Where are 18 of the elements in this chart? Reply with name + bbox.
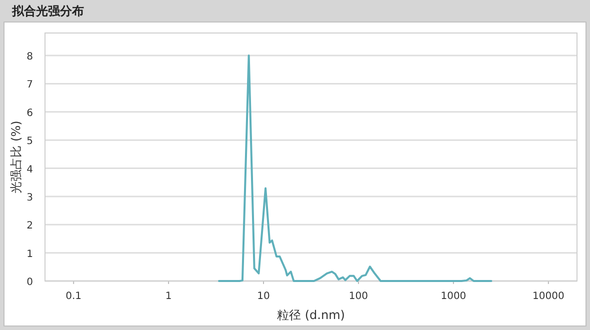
y-tick-label: 7 — [26, 80, 33, 91]
x-tick-label: 100 — [348, 291, 368, 302]
x-tick-label: 0.1 — [66, 291, 82, 302]
y-tick-label: 2 — [26, 220, 33, 232]
y-tick-label: 8 — [26, 52, 33, 63]
x-tick-label: 1 — [165, 291, 172, 302]
x-tick-label: 1000 — [440, 291, 466, 302]
x-tick-label: 10 — [257, 291, 270, 302]
y-tick-label: 6 — [26, 108, 33, 119]
x-axis-title: 粒径 (d.nm) — [277, 308, 345, 322]
chart-title: 拟合光强分布 — [11, 4, 84, 18]
y-tick-label: 3 — [26, 192, 33, 204]
y-tick-label: 5 — [26, 136, 33, 148]
y-axis-title: 光强占比 (%) — [9, 120, 23, 194]
y-tick-label: 1 — [26, 248, 33, 260]
y-tick-label: 4 — [26, 164, 33, 176]
y-tick-label: 0 — [26, 277, 33, 288]
x-tick-label: 10000 — [532, 291, 564, 302]
